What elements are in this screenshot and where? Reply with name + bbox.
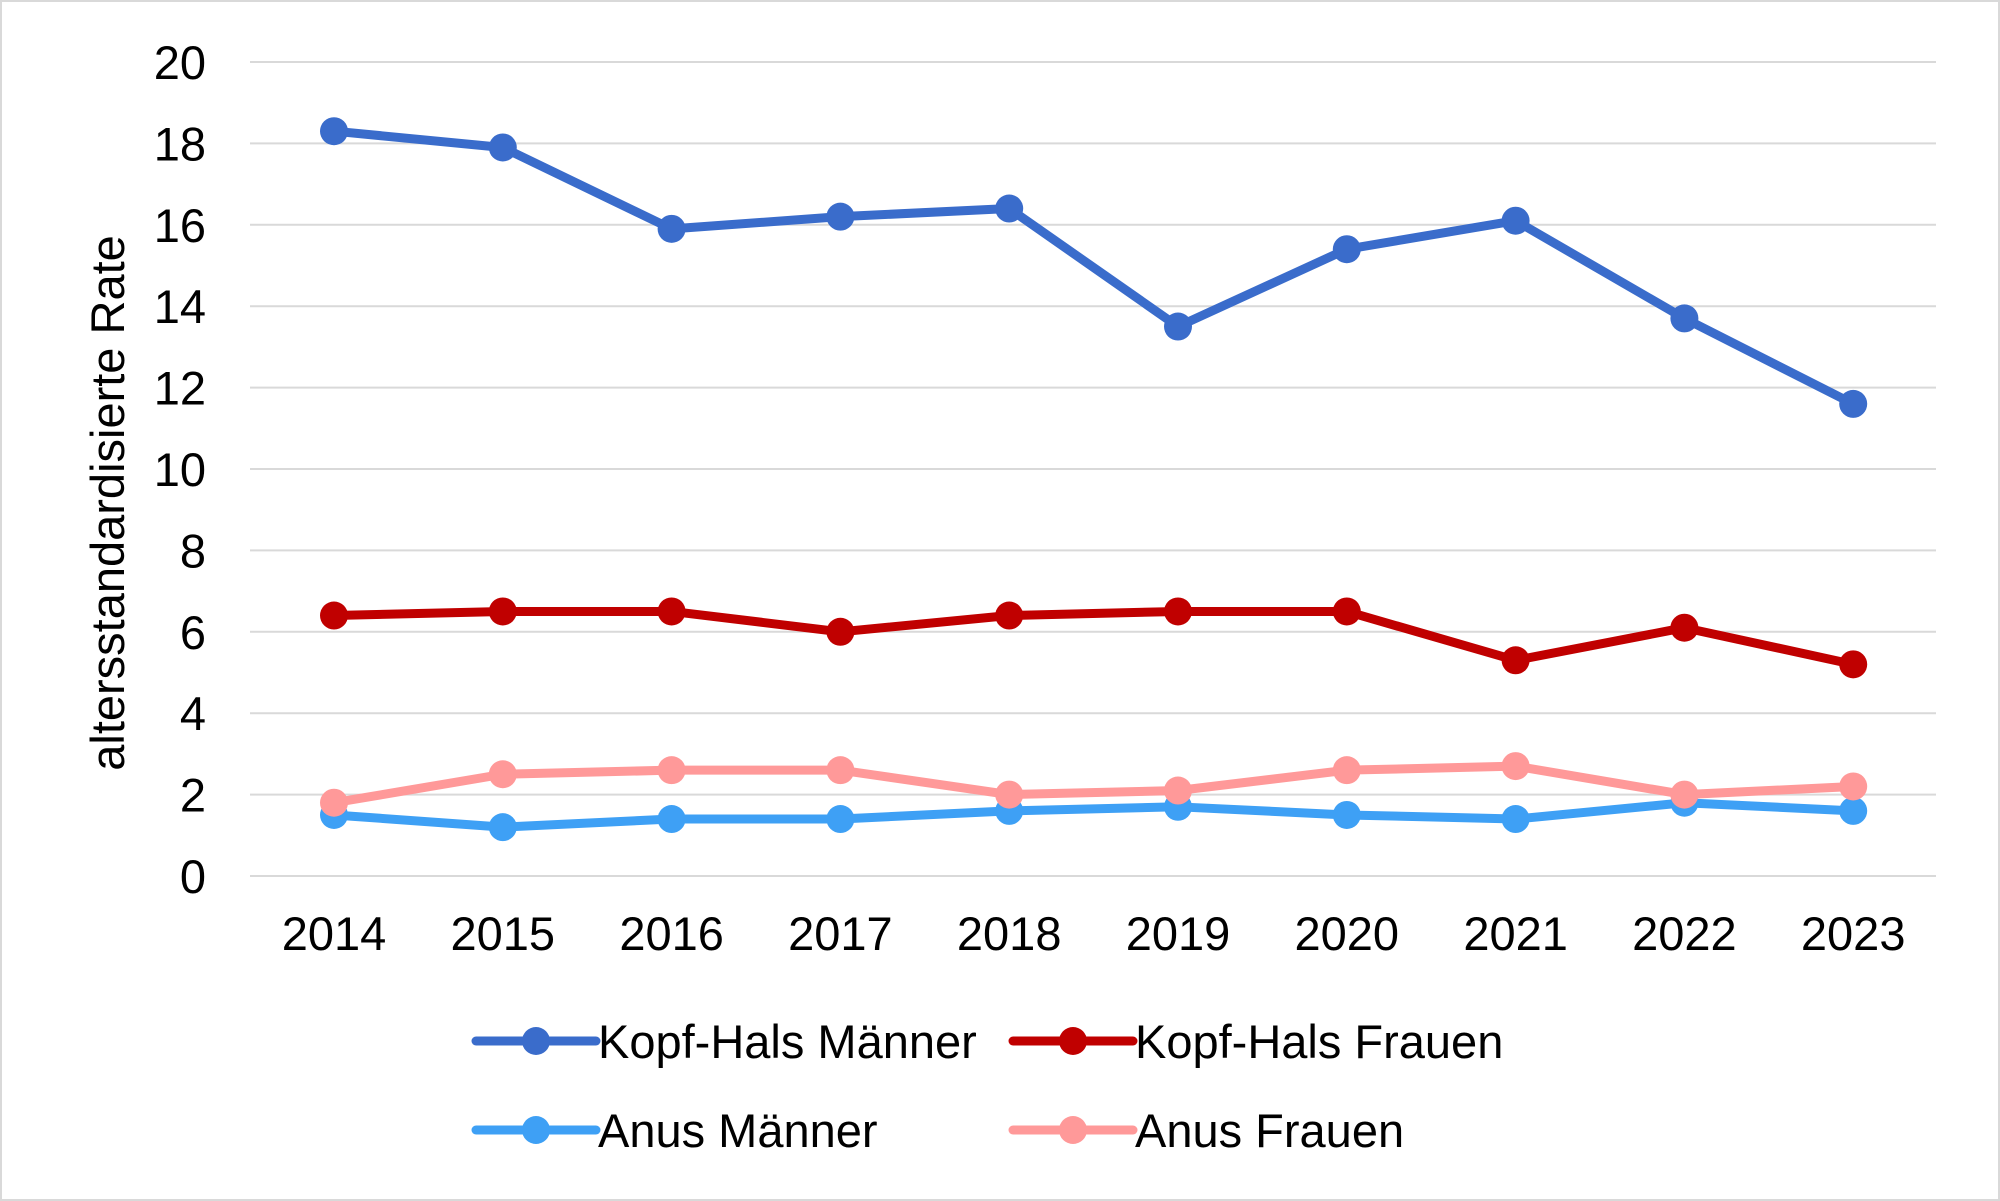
data-point [826,805,855,834]
y-tick-label: 12 [154,362,206,415]
series-anus-maenner [320,788,1868,842]
data-point [657,214,686,243]
data-point [1164,597,1192,626]
data-point [320,117,348,146]
grid-layer [250,61,1936,877]
legend-item-kopf-hals-maenner: Kopf-Hals Männer [471,1015,977,1068]
data-point [826,202,855,231]
data-point [320,788,348,817]
x-tick-label: 2018 [957,907,1062,960]
legend-item-anus-frauen: Anus Frauen [1008,1104,1404,1157]
data-point [1839,772,1868,801]
x-tick-label: 2023 [1801,907,1906,960]
data-point [995,780,1024,809]
data-point [488,133,517,162]
y-tick-label: 4 [180,687,206,740]
series-layer [320,117,1868,842]
y-tick-label: 16 [154,199,206,252]
x-tick-label: 2016 [619,907,724,960]
x-tick-label: 2014 [282,907,387,960]
y-axis-ticks: 0 2 4 6 8 10 12 14 16 18 20 [154,36,206,903]
series-line [329,761,1858,808]
data-point [488,813,517,842]
data-point [995,194,1024,223]
data-point [1501,752,1530,781]
legend-marker [1059,1027,1087,1055]
y-tick-label: 2 [180,769,206,822]
data-point [1839,650,1868,679]
legend-label: Anus Männer [598,1104,878,1157]
data-point [1332,235,1361,264]
x-axis-ticks: 2014 2015 2016 2017 2018 2019 2020 2021 2022 2023 [282,907,1906,960]
data-point [657,597,686,626]
legend-item-kopf-hals-frauen: Kopf-Hals Frauen [1008,1015,1503,1068]
data-point [657,805,686,834]
series-kopf-hals-frauen [320,597,1868,679]
legend-label: Kopf-Hals Männer [598,1015,977,1068]
data-point [657,756,686,785]
data-point [1839,796,1868,825]
data-point [1501,646,1530,675]
x-tick-label: 2022 [1632,907,1737,960]
x-tick-label: 2021 [1463,907,1568,960]
data-point [1670,304,1699,333]
data-point [1501,805,1530,834]
legend-marker [522,1116,550,1144]
data-point [488,760,517,789]
y-tick-label: 0 [180,850,206,903]
data-point [826,617,855,646]
legend-label: Kopf-Hals Frauen [1135,1015,1503,1068]
data-point [1164,776,1192,805]
data-point [1839,389,1868,418]
data-point [1332,800,1361,829]
x-tick-label: 2015 [451,907,556,960]
y-tick-label: 8 [180,524,206,577]
series-anus-frauen [320,752,1868,817]
x-tick-label: 2017 [788,907,893,960]
data-point [995,601,1024,630]
data-point [1332,756,1361,785]
y-tick-label: 20 [154,36,206,89]
y-tick-label: 14 [154,280,206,333]
legend: Kopf-Hals Männer Kopf-Hals Frauen Anus Män… [471,1015,1503,1157]
data-point [1332,597,1361,626]
x-tick-label: 2020 [1295,907,1400,960]
series-line [329,606,1858,669]
legend-marker [522,1027,550,1055]
x-tick-label: 2019 [1126,907,1231,960]
y-axis-title: altersstandardisierte Rate [81,235,134,771]
legend-item-anus-maenner: Anus Männer [471,1104,878,1157]
series-line [329,798,1858,832]
y-tick-label: 6 [180,606,206,659]
legend-marker [1059,1116,1087,1144]
data-point [826,756,855,785]
data-point [1670,613,1699,642]
data-point [1501,206,1530,235]
data-point [320,601,348,630]
y-tick-label: 18 [154,117,206,170]
series-kopf-hals-maenner [320,117,1868,418]
data-point [488,597,517,626]
data-point [1164,312,1192,341]
series-line [329,126,1858,409]
legend-label: Anus Frauen [1135,1104,1404,1157]
y-tick-label: 10 [154,443,206,496]
data-point [1670,780,1699,809]
